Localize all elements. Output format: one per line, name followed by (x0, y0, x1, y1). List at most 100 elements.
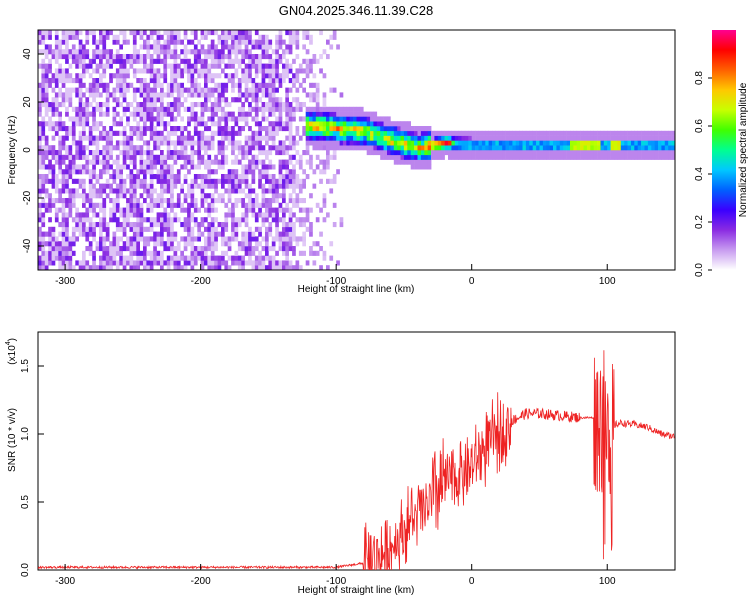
spectrogram-cell (210, 54, 215, 60)
spectrogram-cell (139, 250, 144, 256)
spectrogram-cell (593, 135, 598, 141)
spectrogram-cell (363, 116, 367, 122)
spectrogram-cell (78, 193, 83, 199)
spectrogram-cell (210, 183, 215, 189)
spectrogram-cell (58, 164, 62, 170)
spectrogram-cell (200, 44, 205, 50)
spectrogram-cell (332, 178, 337, 184)
spectrogram-cell (224, 126, 229, 132)
colorbar-label: Normalized spectral amplitude (738, 82, 749, 217)
spectrogram-cell (485, 140, 489, 146)
colorbar-tick-label: 0.8 (694, 71, 705, 85)
spectrogram-cell (41, 198, 46, 204)
spectrogram-cell (200, 135, 205, 141)
spectrogram-cell (160, 260, 164, 266)
spectrogram-cell (349, 130, 354, 136)
spectrogram-cell (85, 68, 90, 74)
spectrogram-cell (129, 183, 134, 189)
spectrogram-cell (254, 54, 259, 60)
spectrogram-cell (95, 202, 100, 208)
spectrogram-cell (271, 255, 276, 261)
spectrogram-cell (44, 102, 49, 108)
spectrogram-cell (214, 198, 218, 204)
spectrogram-cell (529, 150, 533, 156)
spectrogram-cell (180, 164, 184, 170)
spectrogram-cell (190, 226, 195, 232)
spectrogram-cell (244, 116, 249, 122)
spectrogram-cell (302, 87, 306, 93)
spectrogram-cell (197, 58, 201, 64)
spectrogram-cell (275, 87, 279, 93)
spectrogram-cell (200, 202, 205, 208)
spectrogram-cell (217, 121, 222, 127)
spectrogram-xtick-label: -300 (55, 276, 75, 287)
spectrogram-cell (244, 150, 249, 156)
spectrogram-cell (176, 217, 181, 223)
spectrogram-cell (207, 183, 212, 189)
spectrogram-cell (126, 58, 130, 64)
spectrogram-cell (136, 102, 140, 108)
spectrogram-cell (166, 255, 171, 261)
spectrogram-cell (671, 135, 675, 141)
spectrogram-cell (278, 217, 283, 223)
spectrogram-cell (48, 202, 52, 208)
spectrogram-cell (82, 169, 86, 175)
spectrogram-cell (356, 126, 361, 132)
spectrogram-cell (54, 217, 59, 223)
spectrogram-cell (54, 97, 59, 103)
spectrogram-cell (305, 135, 310, 141)
spectrogram-cell (92, 135, 96, 141)
spectrogram-cell (112, 231, 117, 237)
spectrogram-cell (570, 154, 574, 160)
spectrogram-cell (204, 54, 208, 60)
spectrogram-cell (278, 34, 283, 40)
spectrogram-cell (424, 159, 428, 165)
snr-ytick-label: 0.0 (20, 563, 31, 577)
spectrogram-cell (65, 260, 69, 266)
spectrogram-cell (309, 106, 313, 112)
spectrogram-cell (38, 150, 42, 156)
snr-series-line (38, 350, 675, 570)
spectrogram-cell (254, 111, 259, 117)
spectrogram-cell (248, 73, 252, 79)
spectrogram-cell (319, 121, 323, 127)
spectrogram-cell (146, 159, 151, 165)
spectrogram-cell (407, 150, 411, 156)
spectrogram-cell (254, 140, 259, 146)
spectrogram-cell (336, 145, 340, 151)
spectrogram-cell (224, 116, 229, 122)
spectrogram-cell (78, 63, 83, 69)
spectrogram-cell (85, 34, 90, 40)
spectrogram-cell (353, 111, 357, 117)
spectrogram-cell (607, 150, 611, 156)
spectrogram-cell (251, 231, 256, 237)
spectrogram-cell (105, 82, 110, 88)
spectrogram-cell (54, 178, 59, 184)
spectrogram-cell (38, 111, 42, 117)
spectrogram-cell (288, 183, 293, 189)
spectrogram-cell (119, 92, 123, 98)
spectrogram-cell (41, 82, 46, 88)
spectrogram-cell (190, 250, 195, 256)
spectrogram-cell (85, 102, 90, 108)
spectrogram-cell (525, 150, 530, 156)
spectrogram-cell (112, 255, 117, 261)
spectrogram-cell (278, 102, 283, 108)
spectrogram-cell (65, 78, 69, 84)
spectrogram-xtick-label: 100 (599, 276, 616, 287)
spectrogram-cell (298, 217, 303, 223)
spectrogram-cell (478, 154, 483, 160)
spectrogram-cell (65, 68, 69, 74)
spectrogram-cell (224, 54, 229, 60)
spectrogram-cell (268, 78, 273, 84)
spectrogram-cell (268, 202, 273, 208)
spectrogram-cell (214, 54, 218, 60)
spectrogram-cell (326, 54, 330, 60)
spectrogram-cell (631, 135, 635, 141)
spectrogram-cell (139, 178, 144, 184)
spectrogram-cell (288, 63, 293, 69)
spectrogram-cell (414, 140, 418, 146)
spectrogram-cell (400, 135, 405, 141)
spectrogram-cell (519, 150, 523, 156)
spectrogram-cell (156, 30, 161, 36)
